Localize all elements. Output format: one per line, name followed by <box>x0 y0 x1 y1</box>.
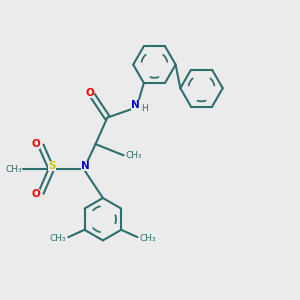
Text: H: H <box>142 104 148 113</box>
Text: CH₃: CH₃ <box>140 234 156 243</box>
Text: N: N <box>81 161 90 171</box>
Text: CH₃: CH₃ <box>6 165 22 174</box>
Text: CH₃: CH₃ <box>125 151 142 160</box>
Text: O: O <box>32 189 40 199</box>
Text: S: S <box>48 161 56 171</box>
Text: O: O <box>32 139 40 149</box>
Text: N: N <box>131 100 140 110</box>
Text: CH₃: CH₃ <box>50 234 66 243</box>
Text: O: O <box>85 88 94 98</box>
